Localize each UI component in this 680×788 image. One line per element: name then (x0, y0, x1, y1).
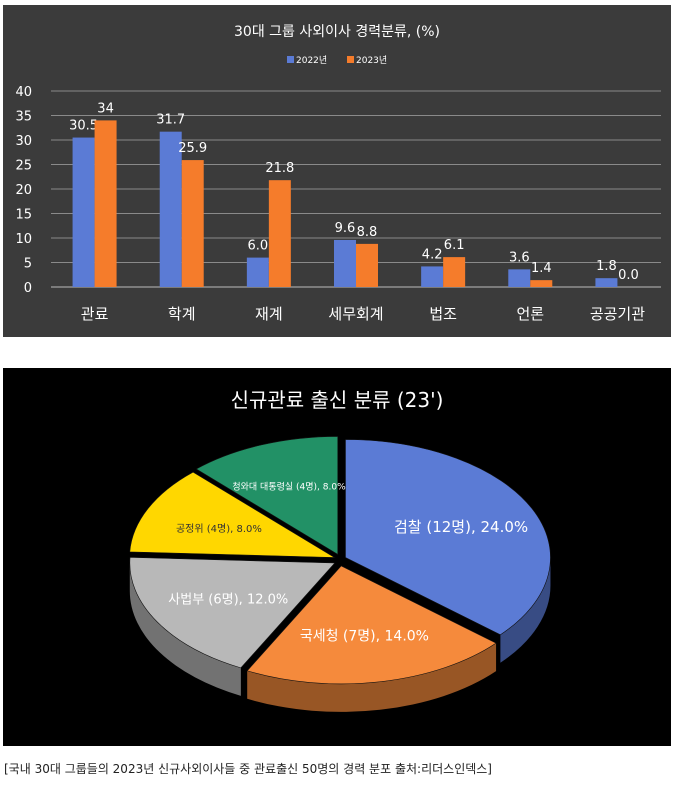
y-tick-label: 30 (15, 134, 32, 149)
pie-chart-panel: 신규관료 출신 분류 (23') 검찰 (12명), 24.0% 국세청 (7명),… (3, 368, 671, 746)
bar-0-0 (72, 137, 95, 287)
pie-chart: 신규관료 출신 분류 (23') 검찰 (12명), 24.0% 국세청 (7명),… (129, 388, 551, 712)
bar-0-6 (595, 278, 618, 287)
bar-chart: 30대 그룹 사외이사 경력분류, (%) 2022년 2023년 0 5 10 15 20 2… (15, 24, 661, 323)
bar-value-label: 30.5 (69, 119, 98, 134)
y-tick-label: 25 (15, 159, 32, 174)
bar-1-3 (356, 243, 378, 287)
pie-slice-4 (195, 436, 339, 555)
x-category-label: 공공기관 (590, 305, 645, 323)
y-tick-label: 10 (15, 232, 32, 247)
pie-slice-label: 사법부 (6명), 12.0% (168, 592, 288, 607)
pie-slice-label: 국세청 (7명), 14.0% (300, 628, 429, 644)
bar-1-1 (181, 160, 204, 287)
y-tick-label: 15 (15, 208, 32, 223)
bar-0-5 (508, 269, 531, 287)
pie-slice-label: 검찰 (12명), 24.0% (394, 518, 528, 536)
bar-1-5 (530, 280, 553, 287)
bar-1-2 (268, 180, 291, 287)
legend-label-0: 2022년 (296, 55, 327, 66)
bar-value-label: 34 (97, 101, 114, 116)
bar-value-label: 1.8 (596, 259, 617, 274)
bar-chart-panel: 30대 그룹 사외이사 경력분류, (%) 2022년 2023년 0 5 10 15 20 2… (3, 5, 671, 337)
chart-title: 30대 그룹 사외이사 경력분류, (%) (234, 24, 440, 40)
pie-slice-0 (345, 439, 551, 636)
y-tick-label: 40 (15, 85, 32, 100)
bar-value-label: 4.2 (422, 247, 443, 262)
bar-value-label: 3.6 (509, 250, 530, 265)
y-tick-label: 0 (24, 281, 32, 296)
pie-slice-side-2-0 (129, 563, 241, 696)
bar-value-label: 8.8 (357, 225, 378, 240)
pie-slice-side-0-0 (500, 557, 551, 663)
legend-swatch-1 (347, 56, 354, 63)
pie-slice-1 (246, 565, 497, 685)
bar-1-0 (94, 120, 117, 288)
bar-value-label: 31.7 (156, 113, 185, 128)
pie-slice-3 (129, 471, 336, 558)
x-category-label: 학계 (168, 305, 196, 323)
y-tick-label: 5 (24, 257, 32, 272)
bar-value-label: 1.4 (531, 261, 552, 276)
pie-slice-side-1-0 (247, 643, 497, 712)
legend-swatch-0 (287, 56, 294, 63)
bar-value-label: 0.0 (618, 268, 639, 283)
y-tick-label: 35 (15, 110, 32, 125)
bar-0-3 (334, 239, 356, 287)
pie-slice-label: 청와대 대통령실 (4명), 8.0% (232, 480, 346, 492)
pie-slice-label: 공정위 (4명), 8.0% (176, 522, 262, 535)
bar-value-label: 21.8 (265, 161, 294, 176)
x-category-label: 세무회계 (328, 305, 383, 323)
bar-value-label: 25.9 (178, 141, 207, 156)
pie-slice-2 (129, 557, 336, 669)
x-category-label: 언론 (516, 305, 544, 323)
bar-0-4 (421, 266, 444, 287)
bar-value-label: 6.0 (248, 239, 269, 254)
bar-0-1 (159, 131, 182, 287)
bar-value-label: 9.6 (335, 221, 356, 236)
legend-label-1: 2023년 (356, 55, 387, 66)
chart-title: 신규관료 출신 분류 (23') (231, 388, 444, 412)
x-category-label: 관료 (81, 305, 109, 323)
bar-value-label: 6.1 (444, 238, 465, 253)
bar-0-2 (246, 257, 269, 287)
x-category-label: 재계 (255, 305, 283, 323)
x-category-label: 법조 (429, 305, 457, 323)
y-tick-label: 20 (15, 183, 32, 198)
figure-caption: [국내 30대 그룹들의 2023년 신규사외이사들 중 관료출신 50명의 경… (4, 762, 492, 776)
bar-1-4 (443, 257, 466, 287)
